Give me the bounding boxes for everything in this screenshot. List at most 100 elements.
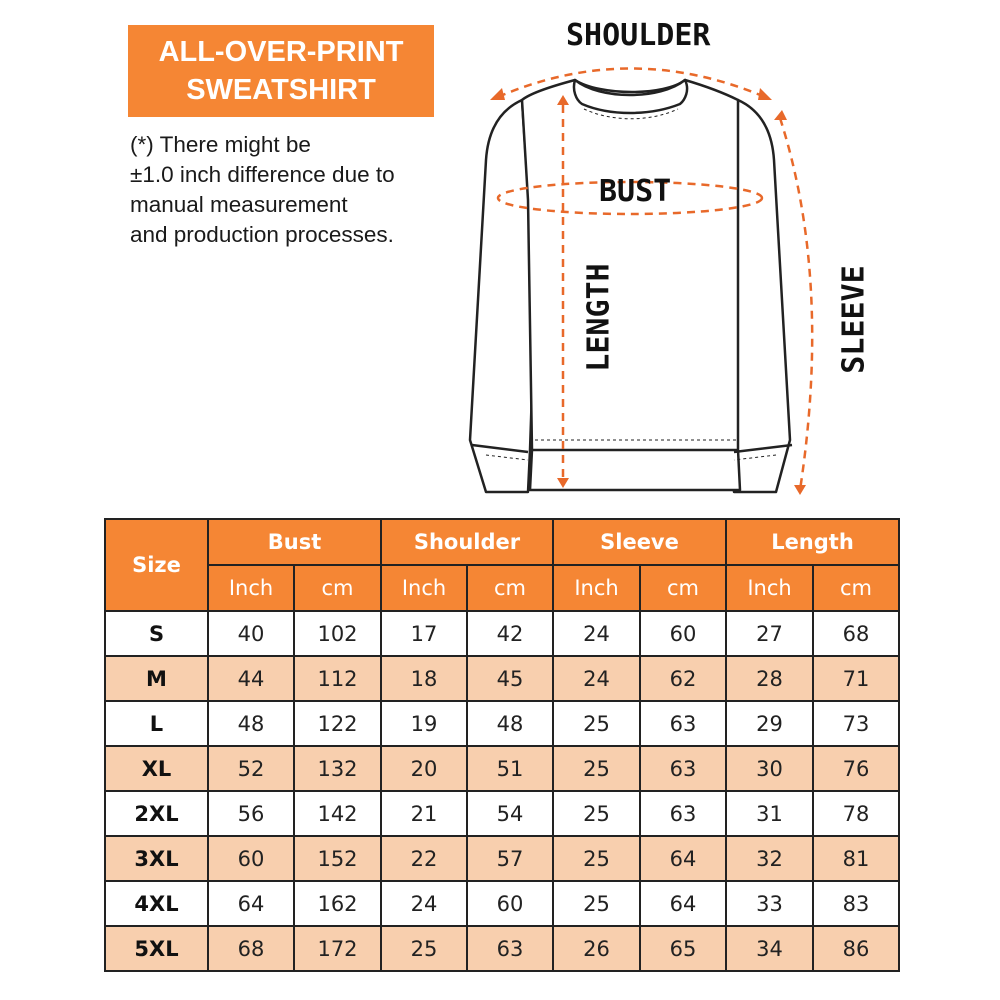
title-banner: ALL-OVER-PRINT SWEATSHIRT bbox=[128, 25, 434, 117]
value-cell: 60 bbox=[639, 610, 727, 657]
table-row: L 48 122 19 48 25 63 29 73 bbox=[104, 700, 900, 747]
value-cell: 64 bbox=[639, 835, 727, 882]
value-cell: 27 bbox=[725, 610, 814, 657]
value-cell: 25 bbox=[552, 700, 641, 747]
value-cell: 63 bbox=[466, 925, 554, 972]
value-cell: 17 bbox=[380, 610, 468, 657]
size-cell: M bbox=[104, 655, 209, 702]
value-cell: 52 bbox=[207, 745, 295, 792]
value-cell: 68 bbox=[207, 925, 295, 972]
value-cell: 64 bbox=[207, 880, 295, 927]
value-cell: 24 bbox=[380, 880, 468, 927]
note-line: ±1.0 inch difference due to bbox=[130, 162, 395, 187]
shoulder-arrow bbox=[497, 67, 766, 99]
sleeve-label: SLEEVE bbox=[836, 265, 872, 374]
value-cell: 76 bbox=[812, 745, 900, 792]
value-cell: 26 bbox=[552, 925, 641, 972]
table-row: 3XL 60 152 22 57 25 64 32 81 bbox=[104, 835, 900, 882]
value-cell: 28 bbox=[725, 655, 814, 702]
value-cell: 81 bbox=[812, 835, 900, 882]
value-cell: 142 bbox=[293, 790, 382, 837]
value-cell: 86 bbox=[812, 925, 900, 972]
value-cell: 54 bbox=[466, 790, 554, 837]
value-cell: 63 bbox=[639, 745, 727, 792]
value-cell: 132 bbox=[293, 745, 382, 792]
value-cell: 42 bbox=[466, 610, 554, 657]
value-cell: 30 bbox=[725, 745, 814, 792]
value-cell: 102 bbox=[293, 610, 382, 657]
value-cell: 63 bbox=[639, 700, 727, 747]
bust-arrow bbox=[496, 180, 764, 216]
value-cell: 172 bbox=[293, 925, 382, 972]
value-cell: 44 bbox=[207, 655, 295, 702]
value-cell: 78 bbox=[812, 790, 900, 837]
value-cell: 34 bbox=[725, 925, 814, 972]
value-cell: 152 bbox=[293, 835, 382, 882]
size-cell: 5XL bbox=[104, 925, 209, 972]
value-cell: 112 bbox=[293, 655, 382, 702]
table-row: S 40 102 17 42 24 60 27 68 bbox=[104, 610, 900, 657]
value-cell: 24 bbox=[552, 655, 641, 702]
table-row: M 44 112 18 45 24 62 28 71 bbox=[104, 655, 900, 702]
size-cell: S bbox=[104, 610, 209, 657]
measurement-arrows bbox=[496, 67, 814, 491]
size-table: Size Bust Shoulder Sleeve Length Inch cm I… bbox=[104, 518, 900, 972]
sweatshirt-outline bbox=[468, 78, 793, 494]
table-row: 4XL 64 162 24 60 25 64 33 83 bbox=[104, 880, 900, 927]
value-cell: 71 bbox=[812, 655, 900, 702]
value-cell: 63 bbox=[639, 790, 727, 837]
unit-header: cm bbox=[812, 564, 900, 612]
size-cell: 3XL bbox=[104, 835, 209, 882]
size-cell: 2XL bbox=[104, 790, 209, 837]
value-cell: 73 bbox=[812, 700, 900, 747]
value-cell: 62 bbox=[639, 655, 727, 702]
value-cell: 65 bbox=[639, 925, 727, 972]
value-cell: 25 bbox=[552, 790, 641, 837]
size-header: Size bbox=[104, 518, 209, 612]
measurement-note: (*) There might be ±1.0 inch difference … bbox=[130, 130, 395, 250]
value-cell: 83 bbox=[812, 880, 900, 927]
value-cell: 31 bbox=[725, 790, 814, 837]
note-line: and production processes. bbox=[130, 222, 394, 247]
table-row: 2XL 56 142 21 54 25 63 31 78 bbox=[104, 790, 900, 837]
unit-header: Inch bbox=[380, 564, 468, 612]
size-cell: L bbox=[104, 700, 209, 747]
table-row: XL 52 132 20 51 25 63 30 76 bbox=[104, 745, 900, 792]
value-cell: 68 bbox=[812, 610, 900, 657]
length-label: LENGTH bbox=[581, 263, 617, 372]
value-cell: 21 bbox=[380, 790, 468, 837]
sleeve-arrow bbox=[778, 117, 814, 491]
value-cell: 18 bbox=[380, 655, 468, 702]
value-cell: 57 bbox=[466, 835, 554, 882]
value-cell: 20 bbox=[380, 745, 468, 792]
unit-header: Inch bbox=[207, 564, 295, 612]
sleeve-header: Sleeve bbox=[552, 518, 727, 566]
length-header: Length bbox=[725, 518, 900, 566]
value-cell: 162 bbox=[293, 880, 382, 927]
shoulder-header: Shoulder bbox=[380, 518, 554, 566]
arrow-heads bbox=[490, 88, 806, 495]
sweatshirt-diagram bbox=[468, 67, 814, 495]
value-cell: 60 bbox=[207, 835, 295, 882]
table-row: 5XL 68 172 25 63 26 65 34 86 bbox=[104, 925, 900, 972]
value-cell: 25 bbox=[552, 880, 641, 927]
size-cell: XL bbox=[104, 745, 209, 792]
value-cell: 45 bbox=[466, 655, 554, 702]
value-cell: 48 bbox=[207, 700, 295, 747]
value-cell: 25 bbox=[552, 745, 641, 792]
value-cell: 122 bbox=[293, 700, 382, 747]
value-cell: 51 bbox=[466, 745, 554, 792]
value-cell: 25 bbox=[380, 925, 468, 972]
value-cell: 60 bbox=[466, 880, 554, 927]
size-cell: 4XL bbox=[104, 880, 209, 927]
value-cell: 40 bbox=[207, 610, 295, 657]
value-cell: 29 bbox=[725, 700, 814, 747]
bust-label: BUST bbox=[599, 174, 672, 209]
title-line-1: ALL-OVER-PRINT bbox=[158, 36, 404, 68]
value-cell: 56 bbox=[207, 790, 295, 837]
unit-header: Inch bbox=[552, 564, 641, 612]
value-cell: 32 bbox=[725, 835, 814, 882]
value-cell: 22 bbox=[380, 835, 468, 882]
note-line: manual measurement bbox=[130, 192, 348, 217]
value-cell: 24 bbox=[552, 610, 641, 657]
